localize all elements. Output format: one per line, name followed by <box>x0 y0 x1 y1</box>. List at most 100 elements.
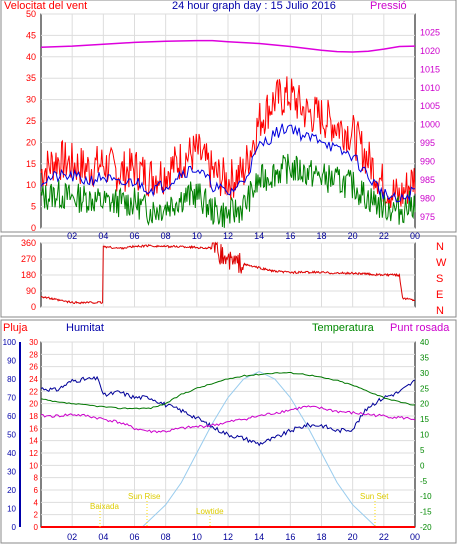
y-tick-label-temp: 30 <box>420 369 429 378</box>
y-tick-label-humidity: 30 <box>7 468 16 477</box>
x-tick-label-bottom: 20 <box>348 532 358 542</box>
y-tick-label-humidity: 80 <box>7 375 16 384</box>
y-tick-label-temp: -20 <box>420 523 432 532</box>
x-tick-label-top: 14 <box>254 231 264 241</box>
y-tick-label-temp: 25 <box>420 384 429 393</box>
rain-label: Pluja <box>3 322 28 334</box>
y-tick-label-pressure: 995 <box>420 138 435 148</box>
y-tick-label-wind: 10 <box>26 180 36 190</box>
y-tick-label-pressure: 975 <box>420 212 435 222</box>
x-tick-label-top: 04 <box>98 231 108 241</box>
x-tick-label-top: 16 <box>285 231 295 241</box>
x-tick-label-top: 08 <box>161 231 171 241</box>
y-tick-label-temp: -10 <box>420 492 432 501</box>
y-tick-label-rain: 2 <box>34 511 39 520</box>
y-tick-label-pressure: 1005 <box>420 101 440 111</box>
x-tick-label-bottom: 10 <box>192 532 202 542</box>
x-tick-label-bottom: 02 <box>67 532 77 542</box>
x-tick-label-top: 12 <box>223 231 233 241</box>
series-line-wind-avg <box>40 123 416 203</box>
series-line-pressure <box>40 39 416 53</box>
x-tick-label-top: 10 <box>192 231 202 241</box>
humidity-label: Humitat <box>66 322 104 334</box>
panel-frame-top <box>0 0 457 233</box>
y-tick-label-pressure: 1020 <box>420 46 440 56</box>
y-tick-label-pressure: 1015 <box>420 64 440 74</box>
series-line-dewpoint <box>40 405 416 434</box>
y-tick-label-rain: 8 <box>34 474 39 483</box>
x-tick-label-bottom: 22 <box>379 532 389 542</box>
y-tick-label-rain: 10 <box>29 461 38 470</box>
x-tick-label-top: 00 <box>410 231 420 241</box>
dir-label-e: E <box>436 289 443 301</box>
y-tick-label-humidity: 20 <box>7 486 16 495</box>
y-tick-label-humidity: 70 <box>7 394 16 403</box>
x-tick-label-top: 22 <box>379 231 389 241</box>
y-tick-label-direction: 360 <box>21 238 36 248</box>
y-tick-label-rain: 30 <box>29 338 38 347</box>
x-tick-label-bottom: 18 <box>316 532 326 542</box>
x-tick-label-bottom: 04 <box>98 532 108 542</box>
y-tick-label-temp: 40 <box>420 338 429 347</box>
dir-label-n2: N <box>436 305 444 317</box>
y-tick-label-rain: 4 <box>34 498 39 507</box>
y-tick-label-wind: 5 <box>31 202 36 212</box>
y-tick-label-temp: 35 <box>420 353 429 362</box>
y-tick-label-rain: 26 <box>29 363 38 372</box>
y-tick-label-wind: 15 <box>26 159 36 169</box>
annotation-label: Baixada <box>90 502 119 511</box>
y-tick-label-humidity: 50 <box>7 431 16 440</box>
x-tick-label-top: 06 <box>129 231 139 241</box>
panel-frame-mid <box>0 235 457 318</box>
y-tick-label-humidity: 40 <box>7 449 16 458</box>
y-tick-label-wind: 40 <box>26 52 36 62</box>
x-tick-label-bottom: 08 <box>161 532 171 542</box>
y-tick-label-temp: -15 <box>420 508 432 517</box>
series-line-temperature <box>40 372 416 410</box>
y-tick-label-temp: 5 <box>420 446 425 455</box>
y-tick-label-pressure: 1025 <box>420 27 440 37</box>
y-tick-label-rain: 0 <box>34 523 39 532</box>
series-line-wind-min <box>40 153 416 228</box>
series-line-solar <box>141 371 377 528</box>
y-tick-label-temp: 15 <box>420 415 429 424</box>
y-tick-label-humidity: 90 <box>7 357 16 366</box>
y-tick-label-rain: 14 <box>29 437 38 446</box>
y-tick-label-temp: 0 <box>420 461 425 470</box>
series-line-humidity <box>40 375 416 447</box>
x-tick-label-bottom: 14 <box>254 532 264 542</box>
y-tick-label-humidity: 100 <box>3 338 17 347</box>
wind-speed-label: Velocitat del vent <box>4 0 87 12</box>
y-tick-label-direction: 90 <box>26 286 36 296</box>
y-tick-label-rain: 24 <box>29 375 38 384</box>
series-line-direction <box>40 241 415 305</box>
x-tick-label-bottom: 12 <box>223 532 233 542</box>
y-tick-label-temp: 10 <box>420 431 429 440</box>
annotation-label: Sun Rise <box>128 492 161 501</box>
annotation-label: Sun Set <box>360 492 389 501</box>
y-tick-label-wind: 0 <box>31 223 36 233</box>
y-tick-label-direction: 0 <box>31 302 36 312</box>
y-tick-label-temp: 20 <box>420 400 429 409</box>
y-tick-label-wind: 50 <box>26 9 36 19</box>
x-tick-label-top: 02 <box>67 231 77 241</box>
dir-label-n1: N <box>436 241 444 253</box>
annotation-label: Lowtide <box>196 507 224 516</box>
dir-label-s: S <box>436 273 443 285</box>
y-tick-label-pressure: 990 <box>420 157 435 167</box>
dewpoint-label: Punt rosada <box>390 322 450 334</box>
panel-frame-bottom <box>0 319 457 544</box>
y-tick-label-pressure: 980 <box>420 193 435 203</box>
y-tick-label-rain: 16 <box>29 424 38 433</box>
y-tick-label-rain: 28 <box>29 350 38 359</box>
y-tick-label-pressure: 1000 <box>420 120 440 130</box>
y-tick-label-direction: 270 <box>21 254 36 264</box>
x-tick-label-bottom: 16 <box>285 532 295 542</box>
y-tick-label-humidity: 60 <box>7 412 16 421</box>
y-tick-label-rain: 6 <box>34 486 39 495</box>
dir-label-w: W <box>436 257 447 269</box>
x-tick-label-bottom: 06 <box>129 532 139 542</box>
x-tick-label-bottom: 00 <box>410 532 420 542</box>
y-tick-label-wind: 30 <box>26 95 36 105</box>
